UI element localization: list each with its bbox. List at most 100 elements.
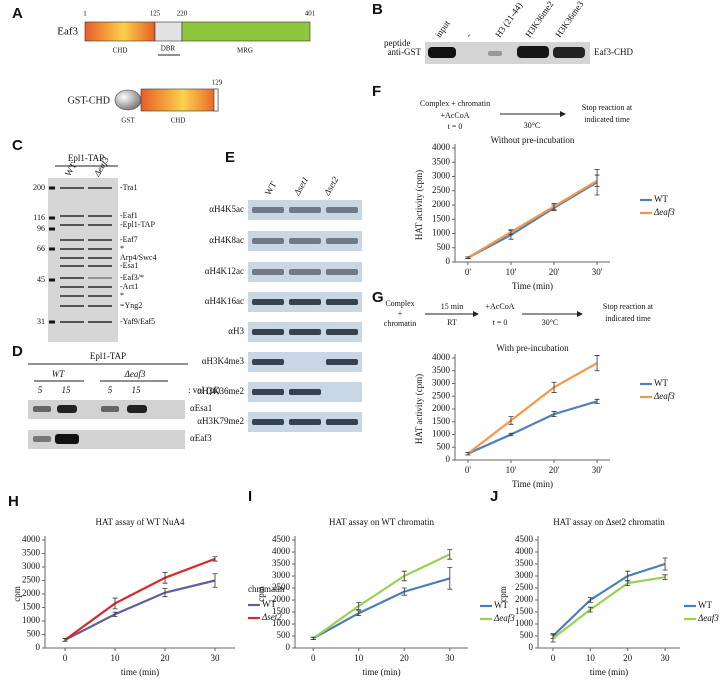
residue: 401 bbox=[305, 10, 316, 18]
band-label: * bbox=[120, 244, 124, 253]
error-bar bbox=[587, 597, 593, 603]
legend-label: Δeaf3 bbox=[653, 207, 675, 217]
band bbox=[326, 299, 358, 305]
band-label: -Tra1 bbox=[120, 183, 137, 192]
mrg-domain bbox=[181, 21, 311, 42]
error-bar bbox=[594, 398, 600, 404]
step: 15 min bbox=[441, 302, 463, 311]
domain-label: DBR bbox=[161, 45, 176, 53]
band-label: =Yng2 bbox=[120, 301, 142, 310]
band bbox=[252, 419, 284, 425]
y-tick-label: 3500 bbox=[272, 558, 291, 568]
error-bar bbox=[112, 611, 118, 617]
volume: 5 bbox=[38, 385, 43, 395]
error-bar bbox=[662, 574, 668, 580]
band bbox=[88, 187, 112, 189]
step: Complex bbox=[385, 299, 414, 308]
series-line bbox=[64, 579, 216, 641]
error-bar bbox=[465, 451, 471, 456]
error-bar bbox=[594, 174, 600, 187]
y-tick-label: 4500 bbox=[515, 534, 534, 544]
ladder-band bbox=[49, 227, 55, 231]
x-axis-label: Time (min) bbox=[512, 479, 553, 489]
y-axis-label: cpm bbox=[256, 586, 266, 602]
panel-letter: F bbox=[372, 83, 381, 100]
gel-bands bbox=[49, 186, 112, 324]
x-tick-label: 0 bbox=[551, 653, 556, 663]
lane-label: WT bbox=[63, 160, 79, 178]
legend-label: WT bbox=[654, 378, 668, 388]
band-label: -Epl1-TAP bbox=[120, 220, 155, 229]
step: Stop reaction at bbox=[582, 103, 633, 112]
marker-label: 116 bbox=[33, 213, 45, 222]
y-tick-label: 500 bbox=[437, 242, 451, 252]
error-bar bbox=[551, 411, 557, 418]
y-tick-label: 4000 bbox=[432, 352, 451, 362]
y-tick-label: 3000 bbox=[272, 570, 291, 580]
step: chromatin bbox=[384, 319, 416, 328]
lane-label: Δset1 bbox=[291, 175, 310, 198]
y-tick-label: 1500 bbox=[272, 606, 291, 616]
blot-label: αH3K79me2 bbox=[197, 416, 244, 426]
y-tick-label: 1000 bbox=[22, 615, 41, 625]
lane-label: H3 (21-44) bbox=[493, 1, 524, 40]
y-tick-label: 1500 bbox=[432, 416, 451, 426]
band bbox=[326, 329, 358, 335]
x-tick-label: 30 bbox=[211, 653, 221, 663]
series-line bbox=[552, 576, 666, 640]
residue: 129 bbox=[212, 79, 223, 87]
error-bar bbox=[162, 572, 168, 584]
ladder-band bbox=[49, 247, 55, 251]
band bbox=[289, 207, 321, 213]
y-axis-label: cpm bbox=[498, 586, 508, 602]
ladder-band bbox=[49, 278, 55, 282]
legend-label: WT bbox=[262, 599, 276, 609]
error-bar bbox=[401, 570, 407, 582]
blot bbox=[248, 352, 362, 372]
series-line bbox=[467, 362, 598, 455]
band bbox=[252, 207, 284, 213]
y-tick-label: 500 bbox=[520, 630, 534, 640]
group-label: WT bbox=[52, 369, 65, 379]
x-tick-label: 0 bbox=[63, 653, 68, 663]
residue: 1 bbox=[83, 10, 87, 18]
blots bbox=[248, 200, 362, 432]
y-tick-label: 4500 bbox=[272, 534, 291, 544]
y-tick-label: 3000 bbox=[515, 570, 534, 580]
header: Epl1-TAP bbox=[68, 153, 104, 163]
gst-tag bbox=[114, 89, 142, 111]
band bbox=[88, 286, 112, 288]
series-line bbox=[312, 577, 451, 640]
gel bbox=[48, 178, 118, 342]
chart-title: HAT assay on Δset2 chromatin bbox=[553, 517, 665, 527]
x-tick-label: 20' bbox=[549, 465, 560, 475]
y-tick-label: 0 bbox=[446, 256, 451, 266]
error-bar bbox=[551, 381, 557, 393]
lane-label: Δset2 bbox=[321, 174, 340, 197]
y-tick-label: 500 bbox=[27, 629, 41, 639]
band bbox=[57, 405, 77, 413]
step: +AcCoA bbox=[486, 302, 515, 311]
band bbox=[289, 329, 321, 335]
error-bar bbox=[310, 636, 316, 640]
y-tick-label: 2000 bbox=[432, 199, 451, 209]
band-label: -Eaf1 bbox=[120, 211, 138, 220]
chd-end bbox=[213, 88, 219, 112]
band-label: -Esa1 bbox=[120, 261, 138, 270]
x-tick-label: 30 bbox=[445, 653, 455, 663]
y-tick-label: 2000 bbox=[22, 588, 41, 598]
y-tick-label: 2500 bbox=[22, 575, 41, 585]
panel-letter: C bbox=[12, 137, 23, 154]
blot-label: αH4K5ac bbox=[209, 204, 244, 214]
domain-label: MRG bbox=[237, 47, 253, 55]
band bbox=[252, 329, 284, 335]
error-bar bbox=[508, 229, 514, 235]
volume: 5 bbox=[108, 385, 113, 395]
lane-label: H3K36me2 bbox=[523, 0, 555, 39]
y-tick-label: 1000 bbox=[272, 618, 291, 628]
band bbox=[517, 46, 549, 58]
protein-name: Eaf3 bbox=[57, 26, 78, 38]
legend-label: Δset2 bbox=[261, 612, 282, 622]
band bbox=[289, 389, 321, 395]
